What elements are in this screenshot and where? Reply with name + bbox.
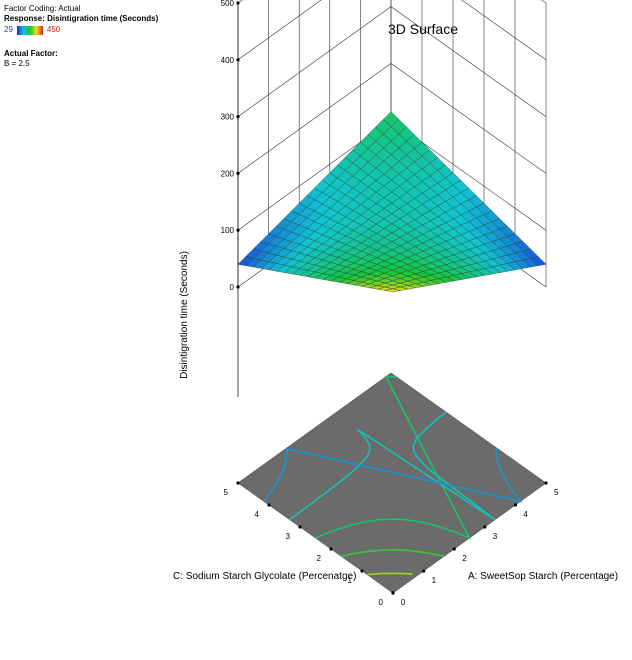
chart-title: 3D Surface [388, 21, 458, 37]
x-tick-label: 3 [493, 532, 498, 541]
color-legend: 29 450 [4, 25, 158, 35]
x-tick-label: 0 [401, 598, 406, 607]
wall-gridline [237, 6, 547, 117]
x-tick-mark [513, 503, 518, 507]
x-tick-mark [483, 525, 487, 529]
y-tick-mark [391, 591, 395, 595]
y-tick-mark [298, 525, 302, 529]
z-tick-label: 400 [221, 56, 235, 65]
y-tick-label: 0 [379, 598, 384, 607]
axes-layer: 0 100 200 300 400 500 0 1 2 3 4 5 0 1 2 3 4 5 [221, 0, 559, 607]
y-tick-label: 1 [348, 576, 353, 585]
contour-line [263, 447, 523, 503]
x-tick-label: 2 [462, 554, 467, 563]
y-tick-label: 4 [255, 510, 260, 519]
contour-line [289, 411, 496, 521]
wall-gridline [237, 0, 547, 4]
factor-coding-label: Factor Coding: Actual [4, 4, 81, 13]
color-max-label: 450 [46, 25, 61, 34]
y-tick-label: 5 [224, 488, 229, 497]
color-bar [16, 25, 43, 35]
actual-factor-title: Actual Factor: [4, 49, 58, 58]
response-label: Response: Disintigration time (Seconds) [4, 14, 159, 23]
floor-plane [237, 372, 547, 594]
z-tick-label: 500 [221, 0, 235, 8]
y-tick-mark [267, 503, 271, 507]
y-axis-label: C: Sodium Starch Glycolate (Percenatge) [173, 571, 356, 582]
y-tick-label: 2 [317, 554, 322, 563]
y-tick-label: 3 [286, 532, 291, 541]
info-panel: Factor Coding: Actual Response: Disintig… [4, 4, 158, 69]
x-tick-mark [544, 481, 548, 485]
z-axis-label: Disintigration time (Seconds) [179, 251, 190, 379]
surface-facet [530, 256, 547, 266]
x-axis-label: A: SweetSop Starch (Percentage) [468, 571, 618, 582]
x-tick-mark [452, 547, 456, 551]
contour-line [315, 375, 472, 540]
x-tick-label: 4 [523, 510, 528, 519]
z-tick-label: 300 [221, 113, 235, 122]
contour-line [367, 572, 413, 576]
actual-factor-value: B = 2.5 [4, 59, 30, 68]
wall-gridline [237, 63, 547, 174]
z-tick-label: 100 [221, 226, 235, 235]
y-tick-mark [360, 569, 364, 573]
surface-layer [237, 111, 547, 293]
z-tick-label: 0 [230, 283, 235, 292]
wall-gridline [237, 0, 547, 61]
x-tick-label: 1 [432, 576, 437, 585]
z-tick-label: 200 [221, 169, 235, 178]
x-tick-label: 5 [554, 488, 559, 497]
contour-line [341, 549, 445, 558]
y-tick-mark [329, 547, 333, 551]
floor-layer [237, 372, 547, 594]
y-tick-mark [236, 481, 240, 485]
color-min-label: 29 [4, 25, 13, 34]
x-tick-mark [422, 569, 426, 573]
